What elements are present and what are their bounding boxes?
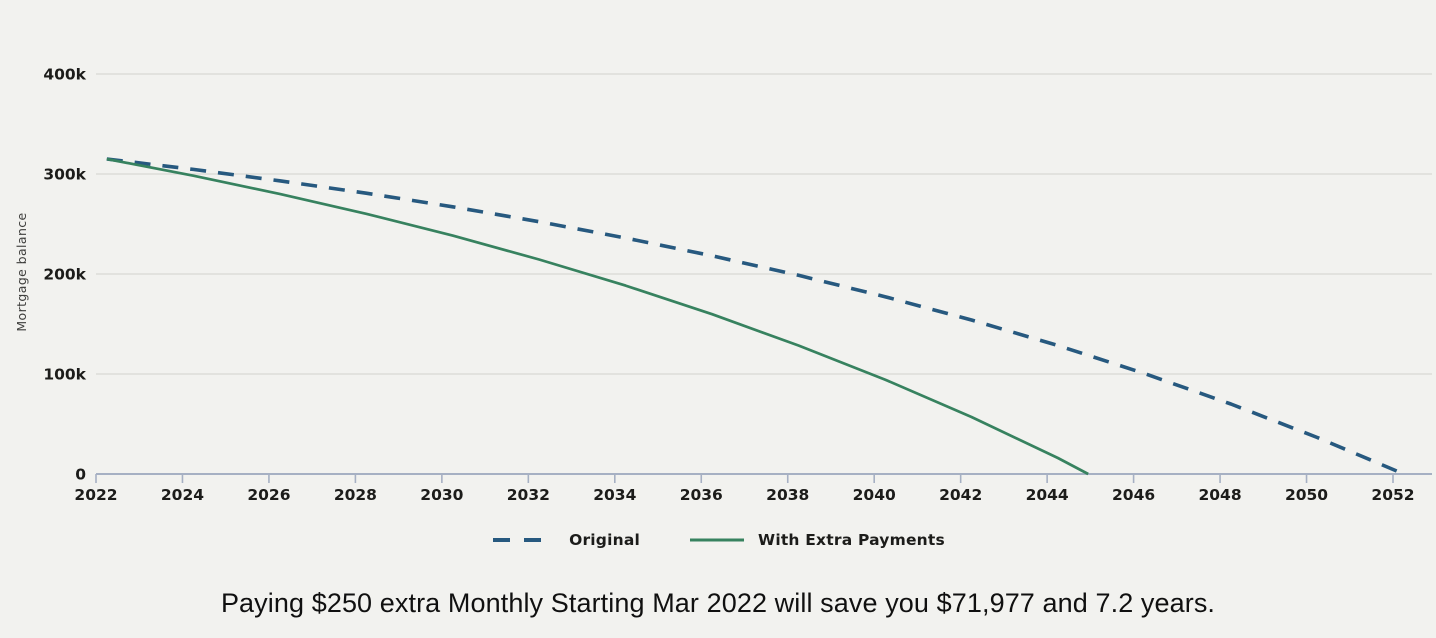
mortgage-balance-chart: 0 100k 200k 300k 400k 2022 2024 2026 2028 2030 203… [14, 66, 1432, 505]
chart-legend: Original With Extra Payments [0, 531, 1436, 549]
series-line-original [106, 157, 1405, 476]
y-axis-title: Mortgage balance [14, 212, 29, 331]
x-tick-label: 2044 [1026, 486, 1069, 504]
grid-layer [96, 73, 1432, 475]
x-tick-label: 2030 [420, 486, 463, 504]
legend-label-original: Original [569, 531, 641, 549]
y-tick-label: 0 [75, 466, 86, 484]
solid-line-swatch [690, 538, 745, 542]
legend-item-with-extra-payments[interactable]: With Extra Payments [688, 531, 945, 549]
x-tick-label: 2052 [1371, 486, 1414, 504]
y-tick-label: 200k [43, 266, 86, 284]
x-tick-label: 2048 [1198, 486, 1241, 504]
y-tick-label: 300k [43, 166, 86, 184]
x-tick-label: 2026 [247, 486, 290, 504]
y-tick-label: 100k [43, 366, 86, 384]
x-tick-label: 2022 [74, 486, 117, 504]
x-tick-label: 2034 [593, 486, 636, 504]
x-tick-label: 2042 [939, 486, 982, 504]
x-tick-label: 2024 [161, 486, 204, 504]
x-tick-label: 2040 [853, 486, 896, 504]
x-tick-label: 2028 [334, 486, 377, 504]
x-tick-label: 2046 [1112, 486, 1155, 504]
x-tick-label: 2036 [680, 486, 723, 504]
tick-layer: 0 100k 200k 300k 400k 2022 2024 2026 2028 2030 203… [43, 66, 1414, 505]
y-tick-label: 400k [43, 66, 86, 84]
series-line-with-extra-payments [106, 157, 1089, 476]
x-tick-label: 2032 [507, 486, 550, 504]
x-tick-label: 2050 [1285, 486, 1328, 504]
legend-label-with-extra-payments: With Extra Payments [758, 531, 945, 549]
savings-summary-text: Paying $250 extra Monthly Starting Mar 2… [220, 588, 1216, 618]
legend-item-original[interactable]: Original [491, 531, 640, 549]
x-tick-label: 2038 [766, 486, 809, 504]
dashed-line-swatch [493, 538, 556, 542]
series-layer [106, 157, 1405, 476]
